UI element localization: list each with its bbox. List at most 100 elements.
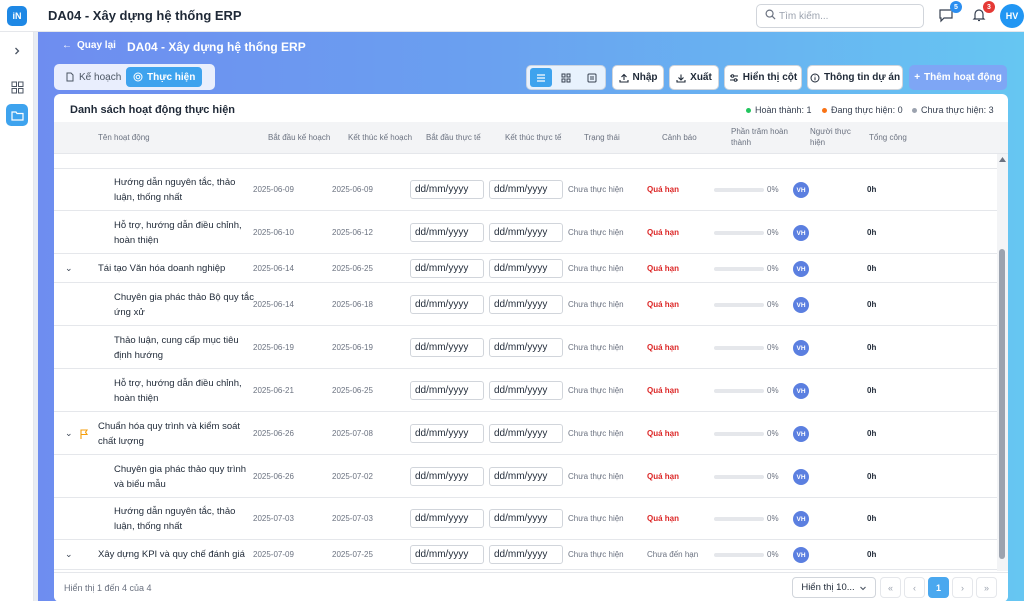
col-name[interactable]: Tên hoạt động — [98, 133, 150, 142]
assignee-avatar[interactable]: VH — [793, 182, 809, 198]
col-effort[interactable]: Tổng công — [869, 133, 907, 142]
assignee-avatar[interactable]: VH — [793, 340, 809, 356]
actual-start-input[interactable] — [410, 338, 484, 357]
table-row[interactable]: Chuyên gia phác thảo Bộ quy tắc ứng xử 202… — [54, 283, 997, 326]
first-page-button[interactable]: « — [880, 577, 901, 598]
actual-start-input[interactable] — [410, 259, 484, 278]
actual-start-input[interactable] — [410, 545, 484, 564]
columns-button[interactable]: Hiển thị cột — [724, 65, 802, 90]
table-row[interactable]: Hướng dẫn nguyên tắc, thảo luận, thống nh… — [54, 169, 997, 211]
add-activity-button[interactable]: + Thêm hoạt động — [909, 65, 1007, 90]
collapse-chevron-icon[interactable]: ⌄ — [65, 428, 73, 438]
project-info-button[interactable]: Thông tin dự án — [807, 65, 903, 90]
assignee-avatar[interactable]: VH — [793, 511, 809, 527]
messages-button[interactable]: 5 — [938, 1, 962, 25]
col-assignee-line2[interactable]: hiện — [810, 138, 826, 147]
board-view-button[interactable] — [581, 68, 603, 87]
activity-name-line2: chất lượng — [98, 436, 144, 447]
scroll-up-icon[interactable] — [999, 157, 1006, 162]
notifications-button[interactable]: 3 — [971, 1, 995, 25]
col-plan-end[interactable]: Kết thúc kế hoạch — [348, 133, 413, 142]
col-actual-end[interactable]: Kết thúc thực tế — [505, 133, 562, 142]
actual-end-input[interactable] — [489, 259, 563, 278]
actual-end-input[interactable] — [489, 223, 563, 242]
table-row[interactable]: ⌄ Xây dựng KPI và quy chế đánh giá 2025-07… — [54, 540, 997, 570]
col-percent-line2[interactable]: thành — [731, 138, 752, 147]
activity-name[interactable]: Hỗ trợ, hướng dẫn điều chỉnh, hoàn thiện — [114, 376, 242, 406]
page-1-button[interactable]: 1 — [928, 577, 949, 598]
col-actual-start[interactable]: Bắt đầu thực tế — [426, 133, 481, 142]
table-row[interactable]: Thảo luận, cung cấp mục tiêu định hướng 20… — [54, 326, 997, 369]
actual-end-input[interactable] — [489, 338, 563, 357]
next-page-button[interactable]: › — [952, 577, 973, 598]
actual-end-input[interactable] — [489, 295, 563, 314]
assignee-avatar[interactable]: VH — [793, 297, 809, 313]
table-row[interactable]: Hỗ trợ, hướng dẫn điều chỉnh, hoàn thiện 2… — [54, 369, 997, 412]
col-plan-start[interactable]: Bắt đầu kế hoạch — [268, 133, 331, 142]
sidebar-item-projects[interactable] — [6, 104, 28, 126]
tab-execute[interactable]: Thực hiện — [126, 67, 203, 87]
search-input[interactable] — [779, 8, 919, 24]
export-button[interactable]: Xuất — [669, 65, 719, 90]
expand-sidebar-button[interactable] — [6, 40, 28, 62]
table-row[interactable]: ⌄ Tái tạo Văn hóa doanh nghiệp 2025-06-14 2… — [54, 254, 997, 283]
import-button[interactable]: Nhập — [612, 65, 664, 90]
col-warning[interactable]: Cảnh báo — [662, 133, 697, 142]
assignee-avatar[interactable]: VH — [793, 547, 809, 563]
actual-start-input[interactable] — [410, 467, 484, 486]
actual-end-input[interactable] — [489, 180, 563, 199]
col-status[interactable]: Trạng thái — [584, 133, 620, 142]
activity-name[interactable]: Chuyên gia phác thảo quy trình và biểu mẫ… — [114, 462, 246, 492]
actual-end-input[interactable] — [489, 381, 563, 400]
activity-name[interactable]: Hướng dẫn nguyên tắc, thảo luận, thống nh… — [114, 175, 235, 205]
actual-start-input[interactable] — [410, 424, 484, 443]
actual-start-input[interactable] — [410, 180, 484, 199]
actual-start-input[interactable] — [410, 509, 484, 528]
status-text: Chưa thực hiện — [568, 185, 624, 194]
sidebar-item-dashboard[interactable] — [6, 76, 28, 98]
user-avatar[interactable]: HV — [1000, 4, 1024, 28]
list-view-button[interactable] — [530, 68, 552, 87]
activity-name[interactable]: Xây dựng KPI và quy chế đánh giá — [98, 547, 245, 562]
col-percent-line1[interactable]: Phần trăm hoàn — [731, 127, 788, 136]
activity-name[interactable]: Chuyên gia phác thảo Bộ quy tắc ứng xử — [114, 290, 254, 320]
search-box[interactable] — [756, 4, 924, 28]
table-row[interactable]: Hướng dẫn nguyên tắc, thảo luận, thống nh… — [54, 498, 997, 540]
assignee-avatar[interactable]: VH — [793, 426, 809, 442]
collapse-chevron-icon[interactable]: ⌄ — [65, 263, 73, 273]
collapse-chevron-icon[interactable]: ⌄ — [65, 549, 73, 559]
back-link[interactable]: ← Quay lại — [62, 40, 116, 51]
tab-plan[interactable]: Kế hoạch — [58, 67, 128, 87]
scrollbar-thumb[interactable] — [999, 249, 1005, 559]
activity-name[interactable]: Hướng dẫn nguyên tắc, thảo luận, thống nh… — [114, 504, 235, 534]
plan-end-date: 2025-07-25 — [332, 550, 373, 559]
actual-start-input[interactable] — [410, 381, 484, 400]
actual-end-input[interactable] — [489, 424, 563, 443]
assignee-avatar[interactable]: VH — [793, 261, 809, 277]
assignee-avatar[interactable]: VH — [793, 383, 809, 399]
activity-name[interactable]: Hỗ trợ, hướng dẫn điều chỉnh, hoàn thiện — [114, 218, 242, 248]
assignee-avatar[interactable]: VH — [793, 469, 809, 485]
actual-start-input[interactable] — [410, 295, 484, 314]
table-row[interactable]: nâng nhiệm vụ — [54, 154, 997, 169]
messages-badge: 5 — [950, 1, 962, 13]
assignee-avatar[interactable]: VH — [793, 225, 809, 241]
table-row[interactable]: Hỗ trợ, hướng dẫn điều chỉnh, hoàn thiện 2… — [54, 211, 997, 254]
actual-start-input[interactable] — [410, 223, 484, 242]
activity-name-line2: và biểu mẫu — [114, 479, 166, 490]
col-assignee-line1[interactable]: Người thực — [810, 127, 851, 136]
actual-end-input[interactable] — [489, 467, 563, 486]
activity-name[interactable]: Thảo luận, cung cấp mục tiêu định hướng — [114, 333, 239, 363]
app-logo[interactable]: iN — [7, 6, 27, 26]
activity-name[interactable]: Tái tạo Văn hóa doanh nghiệp — [98, 261, 225, 276]
table-row[interactable]: ⌄ Chuẩn hóa quy trình và kiểm soát chất lư… — [54, 412, 997, 455]
grid-view-button[interactable] — [555, 68, 577, 87]
page-size-select[interactable]: Hiển thị 10... — [792, 577, 876, 598]
table-row[interactable]: Chuyên gia phác thảo quy trình và biểu mẫ… — [54, 455, 997, 498]
prev-page-button[interactable]: ‹ — [904, 577, 925, 598]
vertical-scrollbar[interactable] — [997, 154, 1008, 571]
last-page-button[interactable]: » — [976, 577, 997, 598]
actual-end-input[interactable] — [489, 545, 563, 564]
actual-end-input[interactable] — [489, 509, 563, 528]
activity-name[interactable]: Chuẩn hóa quy trình và kiểm soát chất lượ… — [98, 419, 240, 449]
